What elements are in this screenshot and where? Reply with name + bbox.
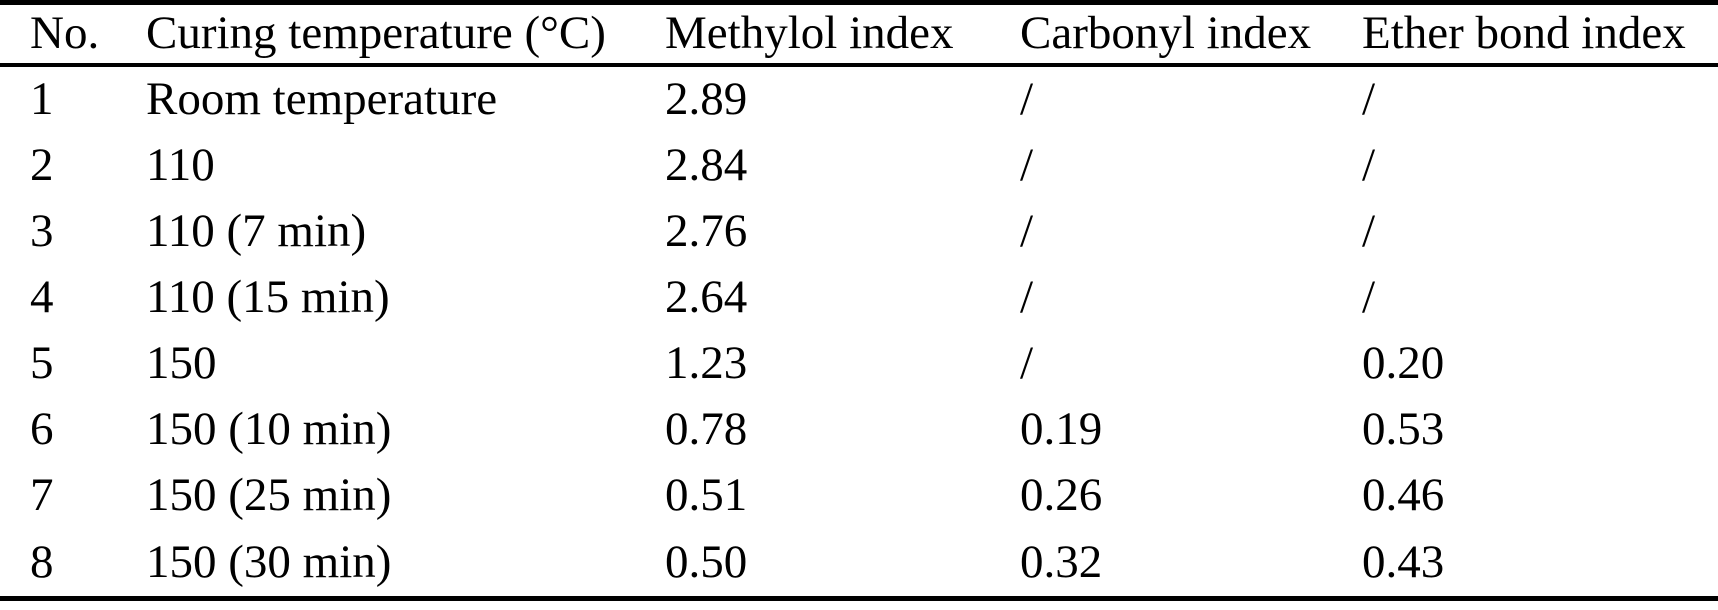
table-row: 5 150 1.23 / 0.20 bbox=[0, 331, 1718, 397]
table-row: 7 150 (25 min) 0.51 0.26 0.46 bbox=[0, 463, 1718, 529]
cell-ether-bond-index: 0.20 bbox=[1362, 337, 1445, 390]
cell-curing-temperature: 150 bbox=[146, 337, 217, 390]
cell-methylol-index: 0.78 bbox=[665, 403, 748, 456]
cell-carbonyl-index: 0.32 bbox=[1020, 535, 1103, 588]
column-header-no: No. bbox=[30, 6, 100, 59]
table-row: 2 110 2.84 / / bbox=[0, 133, 1718, 199]
cell-ether-bond-index: 0.53 bbox=[1362, 403, 1445, 456]
cell-ether-bond-index: / bbox=[1362, 271, 1376, 324]
cell-carbonyl-index: / bbox=[1020, 271, 1034, 324]
cell-no: 7 bbox=[30, 469, 54, 522]
table-row: 8 150 (30 min) 0.50 0.32 0.43 bbox=[0, 529, 1718, 598]
cell-ether-bond-index: / bbox=[1362, 205, 1376, 258]
cell-curing-temperature: Room temperature bbox=[146, 72, 498, 125]
cell-no: 5 bbox=[30, 337, 54, 390]
cell-curing-temperature: 150 (10 min) bbox=[146, 403, 392, 456]
cell-carbonyl-index: 0.19 bbox=[1020, 403, 1103, 456]
cell-methylol-index: 1.23 bbox=[665, 337, 748, 390]
cell-ether-bond-index: 0.43 bbox=[1362, 535, 1445, 588]
cell-carbonyl-index: / bbox=[1020, 72, 1034, 125]
header-row: No. Curing temperature (°C) Methylol ind… bbox=[0, 3, 1718, 65]
cell-methylol-index: 2.89 bbox=[665, 72, 748, 125]
cell-carbonyl-index: / bbox=[1020, 205, 1034, 258]
cell-methylol-index: 0.50 bbox=[665, 535, 748, 588]
column-header-carbonyl-index: Carbonyl index bbox=[1020, 6, 1312, 59]
cell-methylol-index: 2.64 bbox=[665, 271, 748, 324]
column-header-methylol-index: Methylol index bbox=[665, 6, 954, 59]
cell-ether-bond-index: / bbox=[1362, 72, 1376, 125]
cell-ether-bond-index: 0.46 bbox=[1362, 469, 1445, 522]
cell-methylol-index: 0.51 bbox=[665, 469, 748, 522]
cell-no: 4 bbox=[30, 271, 54, 324]
cell-carbonyl-index: / bbox=[1020, 139, 1034, 192]
column-header-curing-temperature: Curing temperature (°C) bbox=[146, 6, 606, 59]
cell-curing-temperature: 150 (25 min) bbox=[146, 469, 392, 522]
table-row: 6 150 (10 min) 0.78 0.19 0.53 bbox=[0, 397, 1718, 463]
cell-no: 2 bbox=[30, 139, 54, 192]
column-header-ether-bond-index: Ether bond index bbox=[1362, 6, 1686, 59]
cell-no: 3 bbox=[30, 205, 54, 258]
cell-methylol-index: 2.84 bbox=[665, 139, 748, 192]
cell-carbonyl-index: / bbox=[1020, 337, 1034, 390]
cell-methylol-index: 2.76 bbox=[665, 205, 748, 258]
cell-curing-temperature: 110 (7 min) bbox=[146, 205, 367, 258]
table-row: 1 Room temperature 2.89 / / bbox=[0, 65, 1718, 134]
cell-carbonyl-index: 0.26 bbox=[1020, 469, 1103, 522]
cell-curing-temperature: 110 (15 min) bbox=[146, 271, 390, 324]
cell-no: 6 bbox=[30, 403, 54, 456]
cell-curing-temperature: 110 bbox=[146, 139, 215, 192]
cell-curing-temperature: 150 (30 min) bbox=[146, 535, 392, 588]
cell-no: 8 bbox=[30, 535, 54, 588]
cell-no: 1 bbox=[30, 72, 54, 125]
table-row: 4 110 (15 min) 2.64 / / bbox=[0, 265, 1718, 331]
table-row: 3 110 (7 min) 2.76 / / bbox=[0, 199, 1718, 265]
cell-ether-bond-index: / bbox=[1362, 139, 1376, 192]
